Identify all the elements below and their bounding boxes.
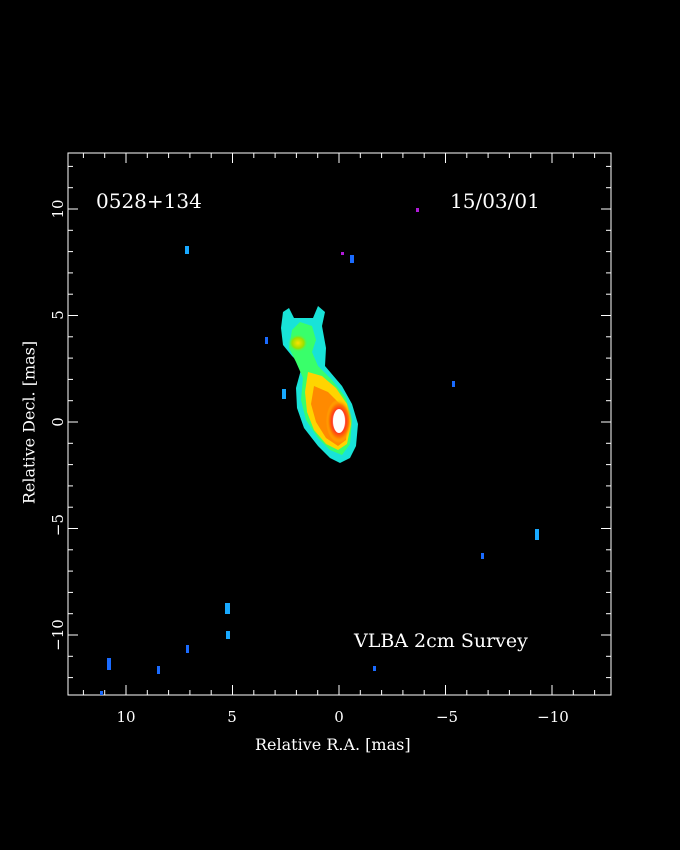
y-tick-label: 10 (49, 199, 67, 219)
x-axis-label: Relative R.A. [mas] (255, 735, 411, 754)
x-tick-label: −10 (537, 708, 569, 726)
observation-date-label: 15/03/01 (450, 189, 540, 213)
source-name-label: 0528+134 (96, 189, 202, 213)
x-tick-label: −5 (435, 708, 459, 726)
y-tick-label: 5 (49, 310, 67, 320)
y-tick-label: 0 (49, 417, 67, 427)
x-tick-label: 10 (116, 708, 136, 726)
y-axis-label: Relative Decl. [mas] (19, 340, 39, 505)
x-ticks (82, 153, 596, 695)
y-tick-label: −5 (49, 513, 67, 537)
survey-label: VLBA 2cm Survey (354, 630, 528, 652)
y-tick-label: −10 (49, 619, 67, 651)
noise-specks (100, 208, 539, 695)
x-tick-label: 5 (227, 708, 237, 726)
jet-knot (288, 334, 308, 352)
x-tick-label: 0 (334, 708, 344, 726)
y-ticks (68, 165, 611, 679)
jet-core-center (333, 409, 345, 433)
